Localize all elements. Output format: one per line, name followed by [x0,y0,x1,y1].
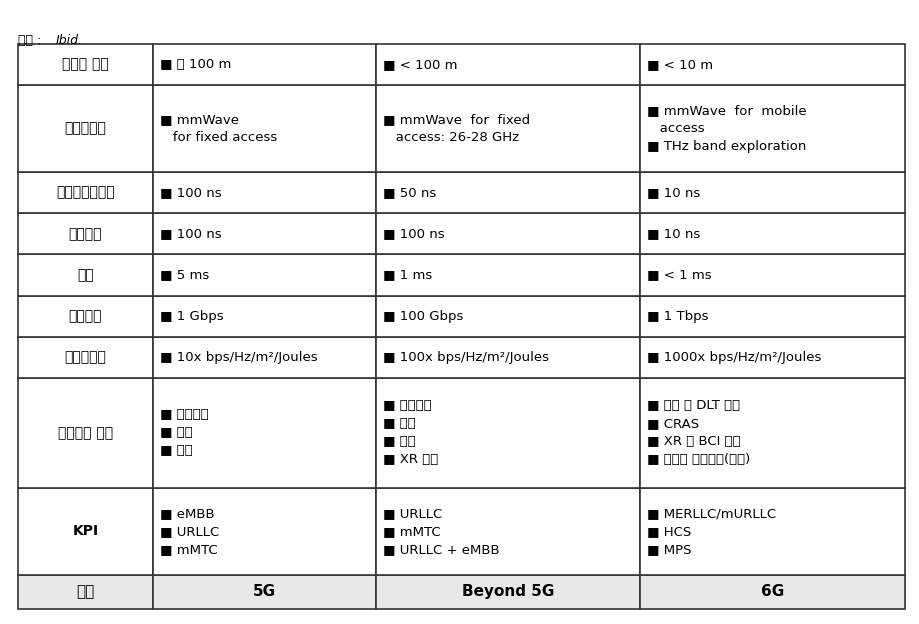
Bar [18,337,153,378]
Bar [640,44,904,85]
Text: 5G: 5G [253,584,276,599]
Bar [18,213,153,255]
Bar [18,255,153,296]
Bar [375,296,640,337]
Text: ■ 50 ns: ■ 50 ns [382,186,436,199]
Bar [640,172,904,213]
Bar [18,296,153,337]
Bar [640,575,904,609]
Text: 스모류 크기: 스모류 크기 [62,57,108,72]
Text: 출처 :: 출처 : [18,34,45,47]
Text: 전송속도: 전송속도 [69,310,102,323]
Bar [375,488,640,575]
Text: ■ URLLC
■ mMTC
■ URLLC + eMBB: ■ URLLC ■ mMTC ■ URLLC + eMBB [382,507,499,556]
Bar [640,85,904,172]
Bar [153,337,375,378]
Bar [640,378,904,488]
Bar [18,575,153,609]
Bar [375,337,640,378]
Bar [153,213,375,255]
Text: 사용주파수: 사용주파수 [64,122,107,135]
Text: ■ 1 Tbps: ■ 1 Tbps [647,310,708,323]
Text: ■ 5 ms: ■ 5 ms [160,268,209,281]
Bar [153,172,375,213]
Text: 무선지연: 무선지연 [69,227,102,241]
Text: ■ 1 ms: ■ 1 ms [382,268,431,281]
Text: ■ mmWave
   for fixed access: ■ mmWave for fixed access [160,113,277,144]
Text: ■ 1 Gbps: ■ 1 Gbps [160,310,223,323]
Text: 테이터처리시간: 테이터처리시간 [56,186,115,200]
Bar [153,575,375,609]
Bar [640,296,904,337]
Text: ■ 스마트폰
■ 센서
■ 드론: ■ 스마트폰 ■ 센서 ■ 드론 [160,408,209,457]
Bar [153,255,375,296]
Text: 지연: 지연 [77,268,94,282]
Text: ■ 약 100 m: ■ 약 100 m [160,58,231,71]
Text: ■ 스마트폰
■ 센서
■ 드론
■ XR 기기: ■ 스마트폰 ■ 센서 ■ 드론 ■ XR 기기 [382,399,437,466]
Text: ■ 10x bps/Hz/m²/Joules: ■ 10x bps/Hz/m²/Joules [160,351,317,364]
Bar [640,255,904,296]
Bar [153,44,375,85]
Text: ■ 100x bps/Hz/m²/Joules: ■ 100x bps/Hz/m²/Joules [382,351,548,364]
Text: Beyond 5G: Beyond 5G [461,584,553,599]
Bar [640,337,904,378]
Bar [375,44,640,85]
Text: ■ 10 ns: ■ 10 ns [647,227,699,240]
Bar [18,172,153,213]
Text: ■ 100 Gbps: ■ 100 Gbps [382,310,462,323]
Bar [153,488,375,575]
Text: ■ < 1 ms: ■ < 1 ms [647,268,711,281]
Bar [375,172,640,213]
Bar [18,85,153,172]
Text: ■ mmWave  for  fixed
   access: 26-28 GHz: ■ mmWave for fixed access: 26-28 GHz [382,113,529,144]
Text: 디바이스 형태: 디바이스 형태 [58,426,113,440]
Text: Ibid.: Ibid. [56,34,83,47]
Text: 6G: 6G [760,584,783,599]
Text: KPI: KPI [73,524,98,539]
Text: ■ < 10 m: ■ < 10 m [647,58,712,71]
Text: ■ 10 ns: ■ 10 ns [647,186,699,199]
Text: ■ 100 ns: ■ 100 ns [160,186,221,199]
Text: 구분: 구분 [76,584,95,599]
Text: ■ 센서 및 DLT 기기
■ CRAS
■ XR 및 BCI 기기
■ 스마트 임플란트(의료): ■ 센서 및 DLT 기기 ■ CRAS ■ XR 및 BCI 기기 ■ 스마트… [647,399,750,466]
Bar [18,378,153,488]
Text: 주파수효율: 주파수효율 [64,351,107,364]
Bar [640,213,904,255]
Bar [153,378,375,488]
Bar [18,488,153,575]
Bar [153,85,375,172]
Text: ■ 1000x bps/Hz/m²/Joules: ■ 1000x bps/Hz/m²/Joules [647,351,821,364]
Text: ■ < 100 m: ■ < 100 m [382,58,457,71]
Bar [153,296,375,337]
Bar [375,213,640,255]
Text: ■ mmWave  for  mobile
   access
■ THz band exploration: ■ mmWave for mobile access ■ THz band ex… [647,104,806,153]
Bar [375,85,640,172]
Text: ■ 100 ns: ■ 100 ns [160,227,221,240]
Bar [18,44,153,85]
Text: ■ eMBB
■ URLLC
■ mMTC: ■ eMBB ■ URLLC ■ mMTC [160,507,219,556]
Text: ■ MERLLC/mURLLC
■ HCS
■ MPS: ■ MERLLC/mURLLC ■ HCS ■ MPS [647,507,776,556]
Bar [375,255,640,296]
Bar [375,575,640,609]
Bar [375,378,640,488]
Bar [640,488,904,575]
Text: ■ 100 ns: ■ 100 ns [382,227,444,240]
